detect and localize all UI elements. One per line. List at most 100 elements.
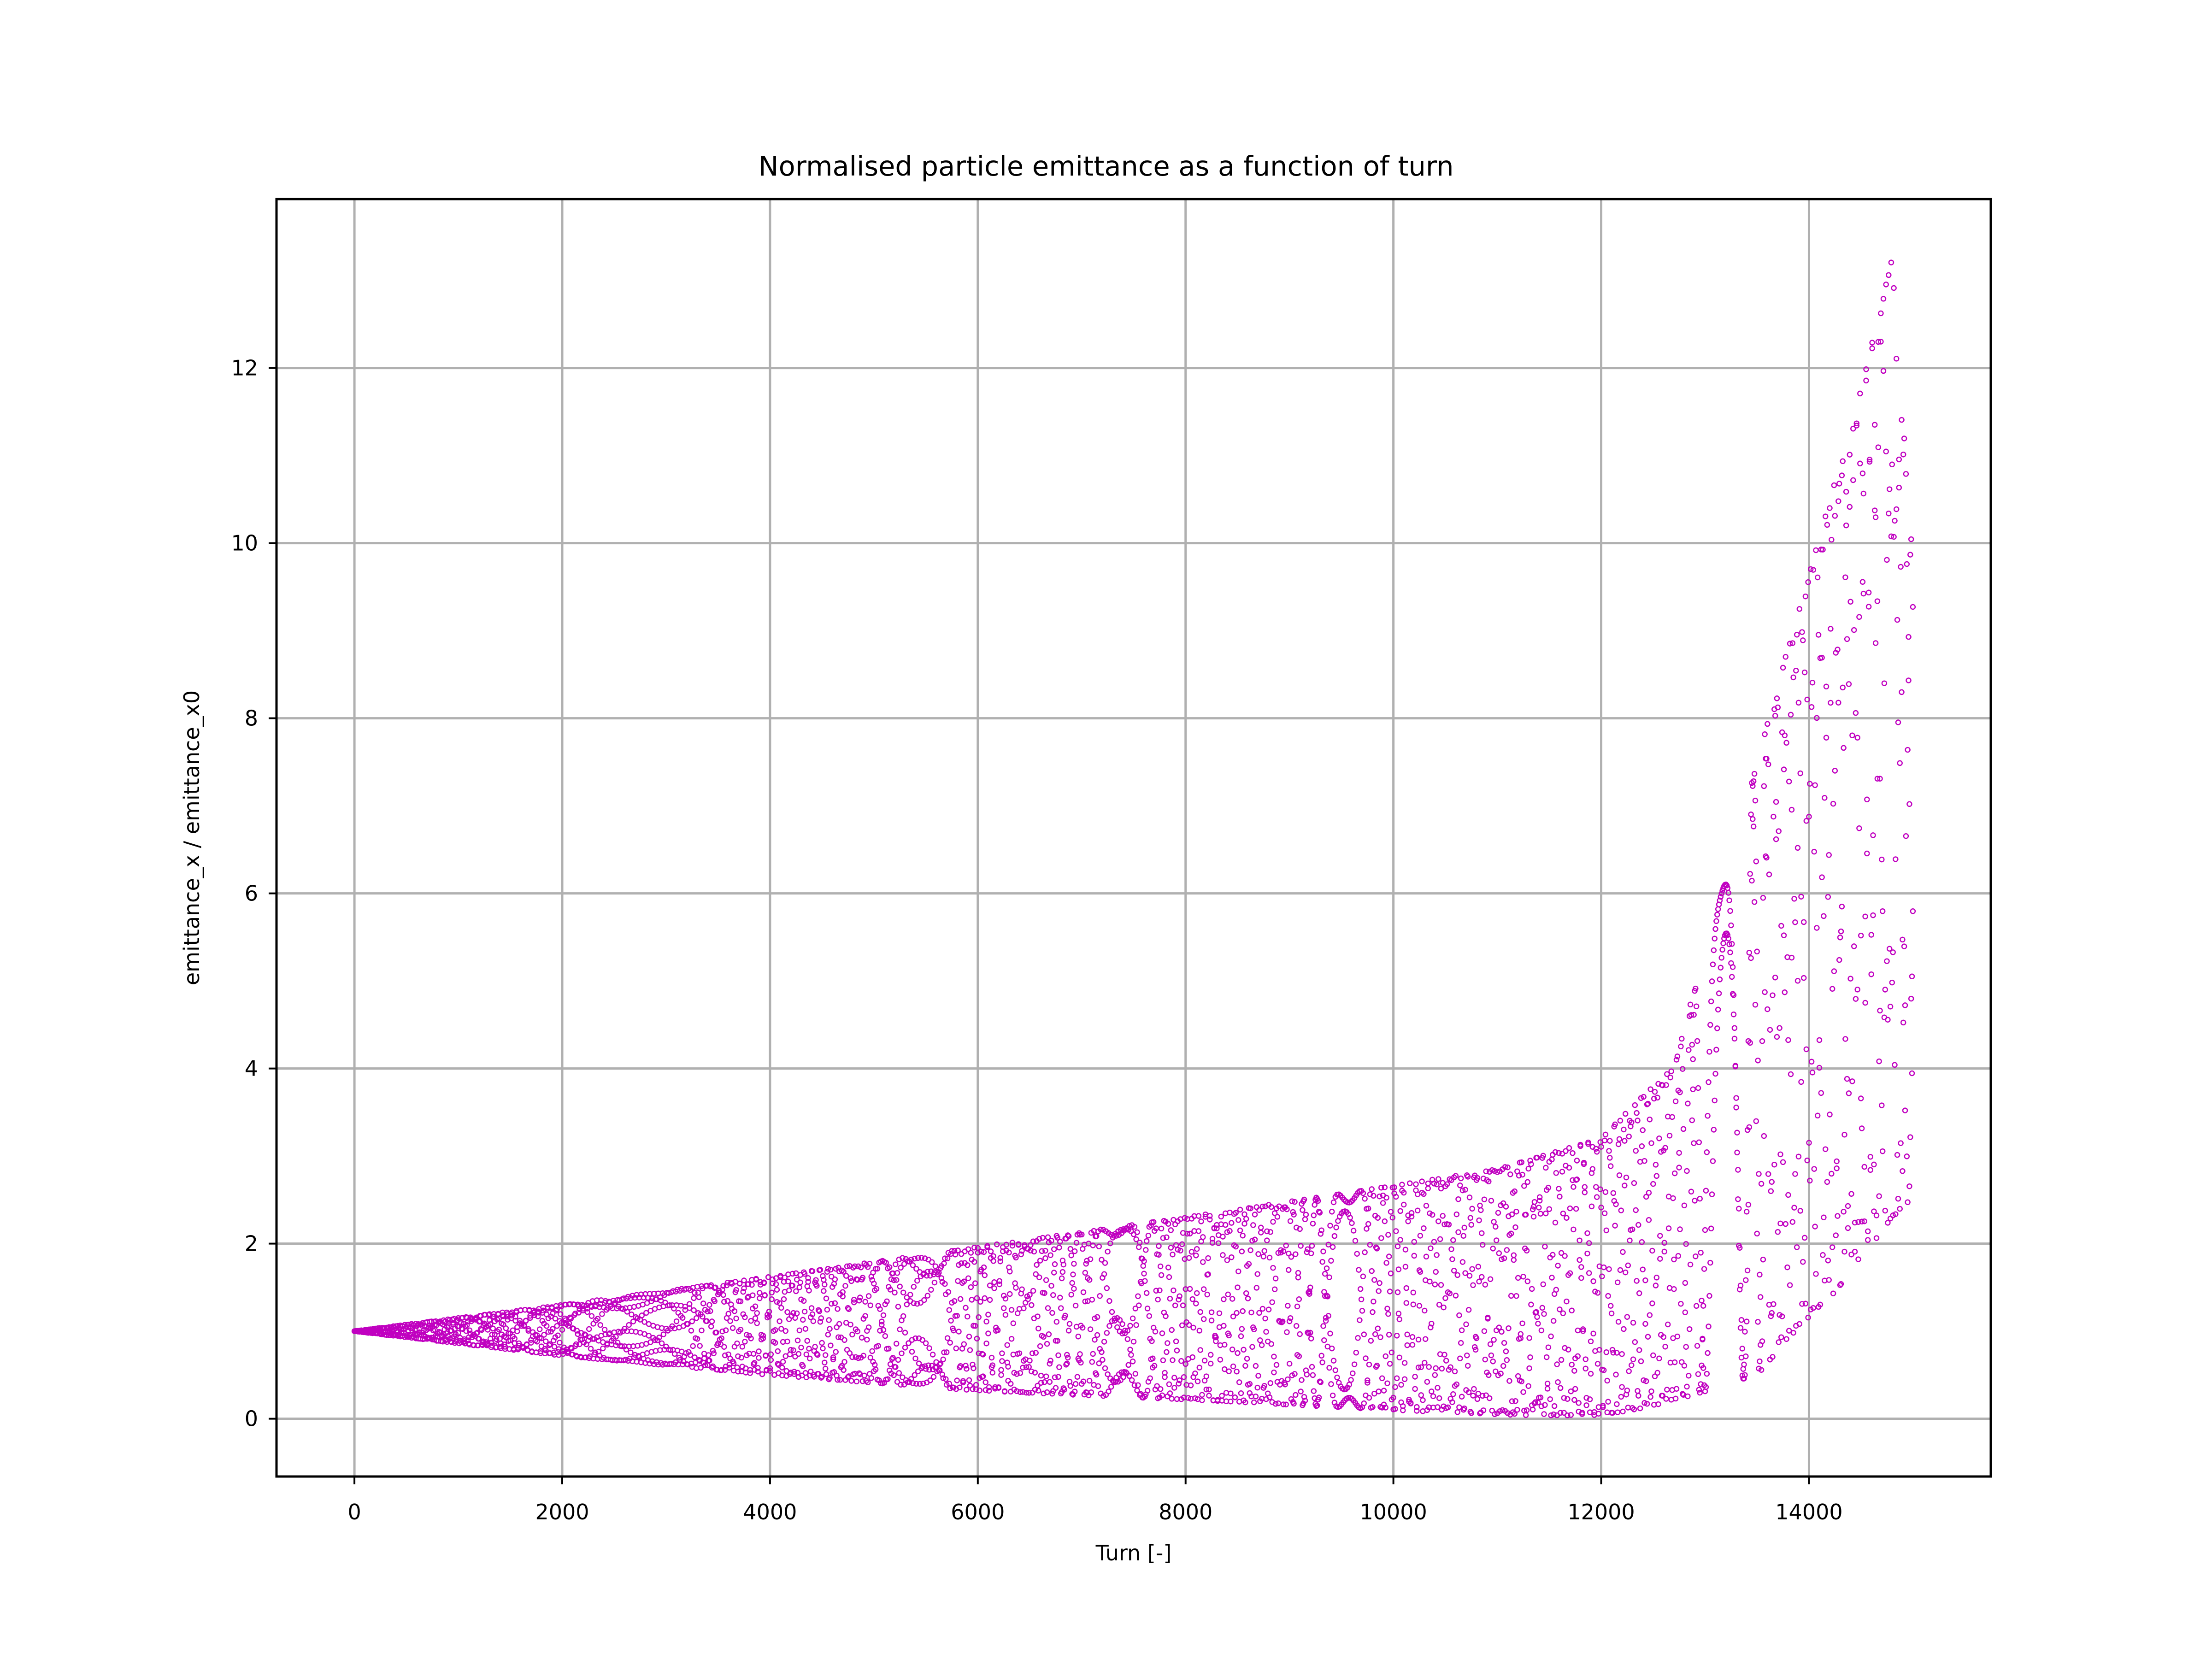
data-point xyxy=(998,1367,1004,1373)
data-point xyxy=(1407,1180,1413,1186)
data-point xyxy=(1133,1322,1139,1328)
data-point xyxy=(1133,1236,1139,1242)
data-point xyxy=(1483,1168,1489,1174)
data-point xyxy=(1394,1333,1400,1339)
data-point xyxy=(1298,1243,1304,1249)
data-point xyxy=(1471,1344,1478,1350)
data-point xyxy=(1397,1237,1403,1243)
data-point xyxy=(1004,1342,1010,1348)
data-point xyxy=(788,1347,794,1353)
data-point xyxy=(1235,1217,1241,1223)
data-point xyxy=(750,1351,757,1357)
data-point xyxy=(1404,1331,1410,1338)
data-point xyxy=(1794,1244,1800,1250)
data-point xyxy=(1850,477,1856,483)
data-point xyxy=(1870,832,1876,838)
data-point xyxy=(790,1310,796,1316)
data-point xyxy=(819,1340,825,1346)
data-point xyxy=(1574,1158,1580,1164)
data-point xyxy=(1468,1410,1474,1416)
data-point xyxy=(1853,420,1860,426)
data-point xyxy=(982,1295,988,1301)
data-point xyxy=(1459,1394,1465,1400)
data-point xyxy=(1523,1412,1529,1418)
data-point xyxy=(1656,1135,1662,1141)
data-point xyxy=(1009,1242,1016,1249)
data-point xyxy=(1821,913,1827,919)
data-point xyxy=(1001,1388,1008,1394)
data-point xyxy=(1729,941,1735,947)
data-point xyxy=(1607,1303,1614,1309)
data-point xyxy=(1429,1212,1435,1218)
data-point xyxy=(1251,1399,1257,1406)
data-point xyxy=(1395,1311,1402,1317)
data-point xyxy=(1235,1350,1241,1356)
data-point xyxy=(1017,1370,1024,1376)
data-point xyxy=(1513,1293,1519,1299)
data-point xyxy=(1706,1324,1712,1330)
data-point xyxy=(835,1306,841,1312)
data-point xyxy=(735,1368,741,1375)
data-point xyxy=(1765,721,1771,727)
data-point xyxy=(806,1288,812,1294)
data-point xyxy=(742,1339,748,1345)
data-point xyxy=(597,1322,603,1328)
data-point xyxy=(859,1335,865,1341)
data-point xyxy=(1230,1313,1236,1319)
data-point xyxy=(1252,1212,1258,1218)
data-point xyxy=(1200,1234,1206,1240)
data-point xyxy=(1636,1347,1642,1353)
data-point xyxy=(1459,1259,1466,1265)
data-point xyxy=(1892,518,1898,524)
data-point xyxy=(1639,1239,1645,1245)
data-point xyxy=(1027,1358,1033,1364)
data-point xyxy=(789,1282,796,1288)
data-point xyxy=(1816,1037,1823,1043)
data-point xyxy=(966,1334,972,1340)
data-point xyxy=(1543,1210,1549,1217)
data-point xyxy=(1894,1152,1900,1158)
data-point xyxy=(1194,1378,1201,1384)
data-point xyxy=(1877,1007,1883,1014)
data-point xyxy=(1720,940,1726,947)
data-point xyxy=(1427,1278,1433,1285)
data-point xyxy=(1207,1360,1214,1367)
data-point xyxy=(1867,1167,1874,1173)
data-point xyxy=(1156,1243,1162,1249)
data-point xyxy=(865,1293,872,1299)
data-point xyxy=(1528,1161,1534,1167)
data-point xyxy=(601,1327,608,1333)
data-point xyxy=(1271,1353,1277,1359)
data-point xyxy=(784,1338,790,1345)
data-point xyxy=(1851,943,1857,949)
data-point xyxy=(1724,932,1731,938)
data-point xyxy=(1193,1252,1199,1259)
data-point xyxy=(1498,1371,1504,1377)
data-point xyxy=(1065,1354,1071,1361)
data-point xyxy=(1430,1393,1436,1399)
data-point xyxy=(1770,992,1776,998)
data-point xyxy=(1294,1303,1300,1310)
data-point xyxy=(1253,1363,1259,1369)
data-point xyxy=(1540,1153,1546,1159)
data-point xyxy=(502,1344,508,1350)
data-point xyxy=(1789,1219,1796,1225)
data-point xyxy=(1581,1159,1587,1166)
data-point xyxy=(1327,1330,1333,1336)
data-point xyxy=(1635,1388,1641,1394)
data-point xyxy=(968,1250,974,1256)
data-point xyxy=(961,1341,967,1347)
data-point xyxy=(1693,985,1699,992)
data-point xyxy=(1726,941,1732,947)
data-point xyxy=(1871,1161,1877,1168)
data-point xyxy=(1712,935,1718,941)
data-point xyxy=(1873,1212,1880,1218)
data-point xyxy=(1187,1230,1193,1237)
data-point xyxy=(1871,1208,1877,1214)
data-point xyxy=(1689,1041,1695,1048)
data-point xyxy=(1741,1361,1747,1368)
data-point xyxy=(1512,1188,1518,1194)
data-point xyxy=(1252,1236,1258,1242)
data-point xyxy=(1069,1280,1075,1286)
data-point xyxy=(700,1300,706,1306)
